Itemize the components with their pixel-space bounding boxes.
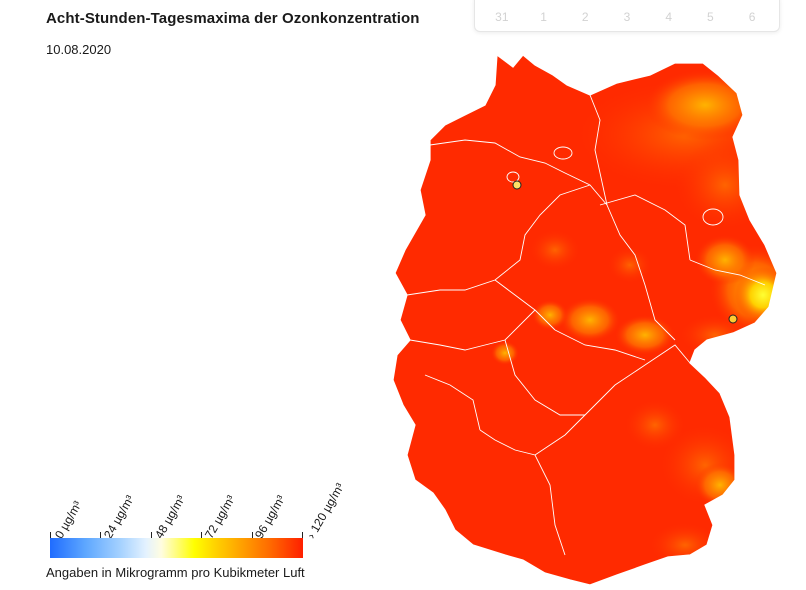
legend-label-72: 72 µg/m³ <box>202 492 238 541</box>
legend-unit-note: Angaben in Mikrogramm pro Kubikmeter Luf… <box>46 565 305 580</box>
ozone-map[interactable] <box>385 45 785 590</box>
station-marker[interactable] <box>728 314 738 324</box>
state-borders <box>406 94 766 556</box>
legend-label-24: 24 µg/m³ <box>101 492 137 541</box>
day-option[interactable]: 6 <box>748 10 756 24</box>
legend-tick <box>302 532 303 540</box>
legend-tick <box>151 532 152 540</box>
legend-tick <box>50 532 51 540</box>
day-option[interactable]: 3 <box>623 10 631 24</box>
day-option[interactable]: 2 <box>581 10 589 24</box>
legend-tick <box>201 532 202 540</box>
legend-tick <box>100 532 101 540</box>
legend-label-96: 96 µg/m³ <box>252 492 288 541</box>
day-selector: 31 1 2 3 4 5 6 <box>474 0 780 32</box>
legend-tick <box>252 532 253 540</box>
legend-label-48: 48 µg/m³ <box>152 492 188 541</box>
legend-color-bar <box>50 538 303 558</box>
station-marker[interactable] <box>512 180 522 190</box>
concentration-field <box>393 55 777 585</box>
day-option[interactable]: 4 <box>665 10 672 24</box>
day-option[interactable]: 5 <box>707 10 714 24</box>
day-option[interactable]: 1 <box>540 10 547 24</box>
map-date: 10.08.2020 <box>46 42 112 57</box>
day-option[interactable]: 31 <box>495 10 509 24</box>
legend-label-0: 0 µg/m³ <box>52 498 85 541</box>
map-title: Acht-Stunden-Tagesmaxima der Ozonkonzent… <box>46 10 420 27</box>
legend-label-120: › 120 µg/m³ <box>304 480 347 541</box>
